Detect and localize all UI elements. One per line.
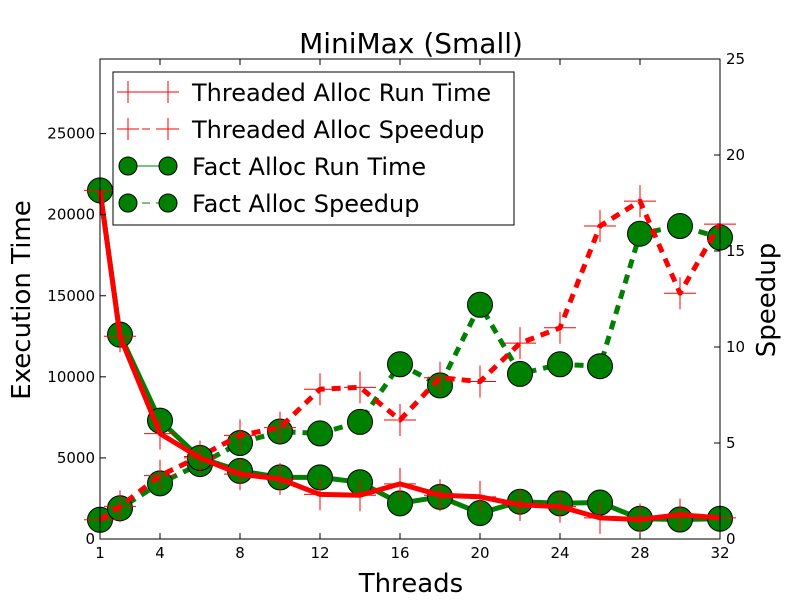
x-tick-label: 12	[310, 544, 329, 562]
legend-entry: Threaded Alloc Run Time	[117, 79, 491, 107]
y-axis-left: 0 5000 10000 15000 20000 25000	[47, 125, 106, 548]
legend-marker	[157, 81, 179, 103]
data-point	[424, 361, 456, 394]
y-left-tick-label: 10000	[47, 368, 95, 386]
legend-marker	[158, 156, 178, 176]
x-tick-label: 32	[710, 544, 729, 562]
y-right-tick-label: 5	[726, 434, 736, 452]
y-left-tick-label: 25000	[47, 125, 95, 143]
legend-marker	[117, 118, 139, 140]
y-axis-right: 0 5 10 15 20 25	[714, 50, 745, 548]
legend-marker	[117, 81, 139, 103]
data-point	[504, 488, 536, 521]
data-point	[667, 213, 693, 240]
x-tick-label: 24	[550, 544, 569, 562]
x-tick-label: 1	[95, 544, 105, 562]
data-point	[587, 353, 613, 380]
y-right-tick-label: 20	[726, 146, 745, 164]
data-point	[507, 360, 533, 387]
y-right-tick-label: 25	[726, 50, 745, 68]
data-point	[424, 479, 456, 512]
data-point	[144, 459, 176, 492]
x-tick-label: 16	[390, 544, 409, 562]
plot-frame	[99, 58, 721, 540]
data-point	[624, 503, 656, 536]
data-point	[387, 351, 413, 378]
y-left-tick-label: 5000	[57, 449, 95, 467]
legend-label: Fact Alloc Speedup	[192, 190, 419, 218]
data-point	[464, 365, 496, 398]
x-tick-label: 20	[470, 544, 489, 562]
legend-label: Threaded Alloc Speedup	[191, 116, 485, 144]
series-3	[87, 213, 733, 533]
data-point	[504, 327, 536, 360]
data-point	[584, 501, 616, 534]
data-point	[184, 441, 216, 474]
data-point	[304, 373, 336, 406]
y-left-tick-label: 15000	[47, 287, 95, 305]
data-point	[384, 403, 416, 436]
data-point	[544, 490, 576, 523]
data-point	[664, 277, 696, 310]
y-right-tick-label: 10	[726, 338, 745, 356]
data-point	[624, 185, 656, 218]
x-tick-label: 4	[155, 544, 165, 562]
x-axis-label: Threads	[358, 569, 463, 599]
y-left-tick-label: 0	[85, 530, 95, 548]
legend-label: Threaded Alloc Run Time	[191, 79, 491, 107]
data-point	[627, 220, 653, 247]
data-point	[344, 371, 376, 404]
data-point	[544, 311, 576, 344]
data-point	[264, 411, 296, 444]
plot-area	[84, 174, 736, 536]
data-point	[344, 479, 376, 512]
legend-label: Fact Alloc Run Time	[192, 153, 426, 181]
chart-title: MiniMax (Small)	[299, 27, 523, 60]
data-point	[664, 498, 696, 531]
legend-entry: Fact Alloc Run Time	[118, 153, 426, 181]
series-line	[98, 223, 721, 522]
data-point	[264, 463, 296, 495]
legend-entry: Fact Alloc Speedup	[118, 190, 419, 218]
data-point	[104, 490, 136, 523]
data-point	[224, 419, 256, 452]
legend: Threaded Alloc Run Time Threaded Alloc Sp…	[112, 71, 515, 226]
legend-marker	[157, 118, 179, 140]
x-axis: 1 4 8 12 16 20 24 28 32	[95, 59, 730, 562]
data-point	[304, 478, 336, 511]
data-point	[144, 417, 176, 450]
data-point	[104, 320, 136, 353]
y-axis-left-label: Execution Time	[7, 200, 37, 399]
series-0	[84, 174, 736, 536]
y-axis-right-label: Speedup	[752, 243, 782, 358]
data-point	[547, 351, 573, 378]
data-point	[347, 408, 373, 435]
legend-marker	[158, 193, 178, 213]
data-point	[307, 420, 333, 447]
legend-entry: Threaded Alloc Speedup	[117, 116, 485, 144]
data-point	[384, 467, 416, 500]
legend-box	[112, 71, 515, 226]
data-point	[224, 458, 256, 491]
y-left-tick-label: 20000	[47, 206, 95, 224]
legend-marker	[118, 156, 138, 176]
x-tick-label: 8	[235, 544, 245, 562]
data-point	[467, 291, 493, 318]
y-right-tick-label: 0	[726, 530, 736, 548]
data-point	[464, 480, 496, 513]
legend-marker	[118, 193, 138, 213]
y-right-tick-label: 15	[726, 242, 745, 260]
data-point	[584, 210, 616, 243]
x-tick-label: 28	[630, 544, 649, 562]
